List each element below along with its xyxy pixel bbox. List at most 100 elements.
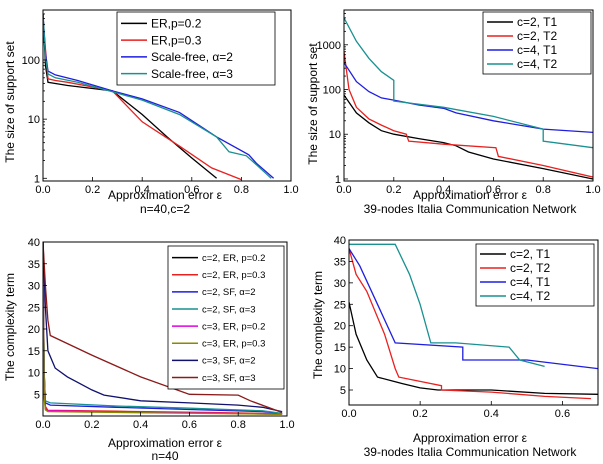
legend-label-1-0: c=2, T1: [517, 15, 557, 29]
x-tick-label-3-1: 0.2: [412, 408, 427, 420]
x-tick-label-1-1: 0.2: [386, 184, 401, 196]
x-tick-label-0-2: 0.4: [135, 184, 150, 196]
x-tick-label-1-2: 0.4: [436, 184, 451, 196]
y-tick-label-2-1: 10: [28, 368, 40, 380]
legend-label-3-3: c=4, T2: [510, 289, 550, 303]
series-line-1-2: [344, 62, 593, 134]
legend-label-1-3: c=4, T2: [517, 57, 557, 71]
legend-2: c=2, ER, p=0.2 c=2, ER, p=0.3 c=2, SF, α=2…: [167, 245, 285, 390]
legend-label-2-5: c=3, ER, p=0.3: [202, 339, 265, 350]
x-tick-label-0-1: 0.2: [85, 184, 100, 196]
y-tick-label-2-0: 5: [34, 389, 40, 401]
panel0-caption: n=40,c=2: [140, 202, 190, 216]
chart-panel-support-set-n40: The size of support set Approximation er…: [3, 41, 223, 216]
y-tick-label-2-4: 25: [28, 302, 40, 314]
legend-label-2-6: c=3, SF, α=2: [202, 356, 256, 367]
y-tick-label-3-3: 20: [334, 321, 346, 333]
y-tick-label-0-1: 10: [28, 114, 40, 126]
plot-area-1: 0.0 0.2 0.4 0.6 0.8 1.0 1 10 100 1000 c=2, T1c=2, …: [317, 9, 601, 196]
x-tick-label-1-3: 0.6: [486, 184, 501, 196]
y-tick-label-3-0: 5: [340, 385, 346, 397]
legend-label-0-0: ER,p=0.2: [151, 17, 202, 31]
x-tick-label-0-5: 1.0: [283, 184, 298, 196]
legend-label-3-1: c=2, T2: [510, 261, 550, 275]
y-tick-label-3-2: 15: [334, 342, 346, 354]
series-line-2-7: [43, 242, 283, 414]
chart-panel-complexity-n40: The complexity term Approximation error …: [3, 273, 223, 463]
x-tick-label-3-0: 0.0: [341, 408, 356, 420]
series-line-3-2: [349, 248, 598, 370]
x-tick-label-3-3: 0.6: [555, 408, 570, 420]
x-tick-label-1-4: 0.8: [536, 184, 551, 196]
legend-1: c=2, T1c=2, T2c=4, T1c=4, T2: [482, 11, 592, 75]
x-tick-label-2-5: 1.0: [279, 419, 294, 431]
legend-box-2: [167, 245, 285, 390]
y-tick-label-2-6: 35: [28, 259, 40, 271]
series-line-1-0: [344, 94, 593, 180]
y-tick-label-3-5: 30: [334, 278, 346, 290]
legend-3: c=2, T1c=2, T2c=4, T1c=4, T2: [475, 243, 595, 307]
legend-label-3-2: c=4, T1: [510, 275, 550, 289]
y-tick-label-2-2: 15: [28, 346, 40, 358]
legend-0: ER,p=0.2 ER,p=0.3 Scale-free, α=2 Scale-fre…: [116, 11, 276, 86]
y-tick-label-1-3: 1000: [317, 40, 341, 52]
legend-label-0-1: ER,p=0.3: [151, 33, 202, 47]
y-tick-label-2-3: 20: [28, 324, 40, 336]
panel2-xlabel: Approximation error ε: [108, 436, 223, 450]
x-tick-label-0-4: 0.8: [234, 184, 249, 196]
panel2-ylabel: The complexity term: [3, 273, 17, 381]
y-tick-label-3-7: 40: [334, 235, 346, 247]
y-tick-label-2-5: 30: [28, 281, 40, 293]
legend-label-2-2: c=2, SF, α=2: [202, 287, 256, 298]
axes-frame-1: [343, 9, 594, 182]
panel2-caption: n=40: [151, 449, 178, 463]
panel1-caption: 39-nodes Italia Communication Network: [364, 202, 578, 216]
y-tick-label-3-6: 35: [334, 256, 346, 268]
plot-area-0: 0.0 0.2 0.4 0.6 0.8 1.0 1 10 100 ER,p=0.2 ER,p=0.3…: [22, 9, 299, 196]
y-tick-label-1-1: 10: [329, 129, 341, 141]
y-tick-label-2-7: 40: [28, 237, 40, 249]
series-line-3-0: [349, 301, 598, 395]
legend-label-2-1: c=2, ER, p=0.3: [202, 270, 265, 281]
legend-label-2-3: c=2, SF, α=3: [202, 304, 256, 315]
x-tick-label-0-0: 0.0: [35, 184, 50, 196]
chart-panel-complexity-italia: The complexity term Approximation error …: [311, 271, 577, 459]
x-tick-label-3-2: 0.4: [484, 408, 499, 420]
panel1-xlabel: Approximation error ε: [413, 188, 528, 202]
x-tick-label-2-1: 0.2: [84, 419, 99, 431]
y-tick-label-3-4: 25: [334, 299, 346, 311]
series-line-1-3: [344, 17, 593, 149]
panel1-ylabel: The size of support set: [306, 43, 320, 165]
series-line-3-1: [349, 248, 591, 400]
legend-label-0-3: Scale-free, α=3: [151, 67, 233, 81]
y-tick-label-0-0: 1: [34, 173, 40, 185]
panel0-xlabel: Approximation error ε: [108, 188, 223, 202]
panel0-ylabel: The size of support set: [3, 41, 17, 163]
series-line-2-6: [43, 242, 283, 413]
x-tick-label-2-4: 0.8: [231, 419, 246, 431]
x-tick-label-1-0: 0.0: [336, 184, 351, 196]
y-tick-label-3-1: 10: [334, 364, 346, 376]
legend-label-1-1: c=2, T2: [517, 29, 557, 43]
series-line-1-1: [344, 51, 593, 178]
legend-label-2-4: c=3, ER, p=0.2: [202, 321, 265, 332]
legend-label-1-2: c=4, T1: [517, 43, 557, 57]
legend-label-0-2: Scale-free, α=2: [151, 50, 233, 64]
legend-box-0: [116, 11, 276, 86]
series-line-3-3: [349, 243, 545, 368]
series-line-0-3: [43, 13, 272, 179]
y-tick-label-1-0: 1: [335, 174, 341, 186]
legend-label-2-7: c=3, SF, α=3: [202, 373, 256, 384]
x-tick-label-1-5: 1.0: [585, 184, 600, 196]
y-tick-label-0-2: 100: [22, 55, 40, 67]
panel3-xlabel: Approximation error ε: [413, 431, 528, 445]
chart-panel-support-set-italia: The size of support set Approximation er…: [306, 43, 577, 216]
axes-frame-3: [348, 239, 599, 406]
plot-area-2: 0.0 0.2 0.4 0.6 0.8 1.0 5 10 15 20 25 30 35 40 c=2, ER…: [28, 237, 295, 431]
axes-frame-0: [42, 9, 292, 182]
x-tick-label-2-3: 0.6: [182, 419, 197, 431]
legend-label-3-0: c=2, T1: [510, 247, 550, 261]
x-tick-label-2-0: 0.0: [35, 419, 50, 431]
panel3-ylabel: The complexity term: [311, 271, 325, 379]
